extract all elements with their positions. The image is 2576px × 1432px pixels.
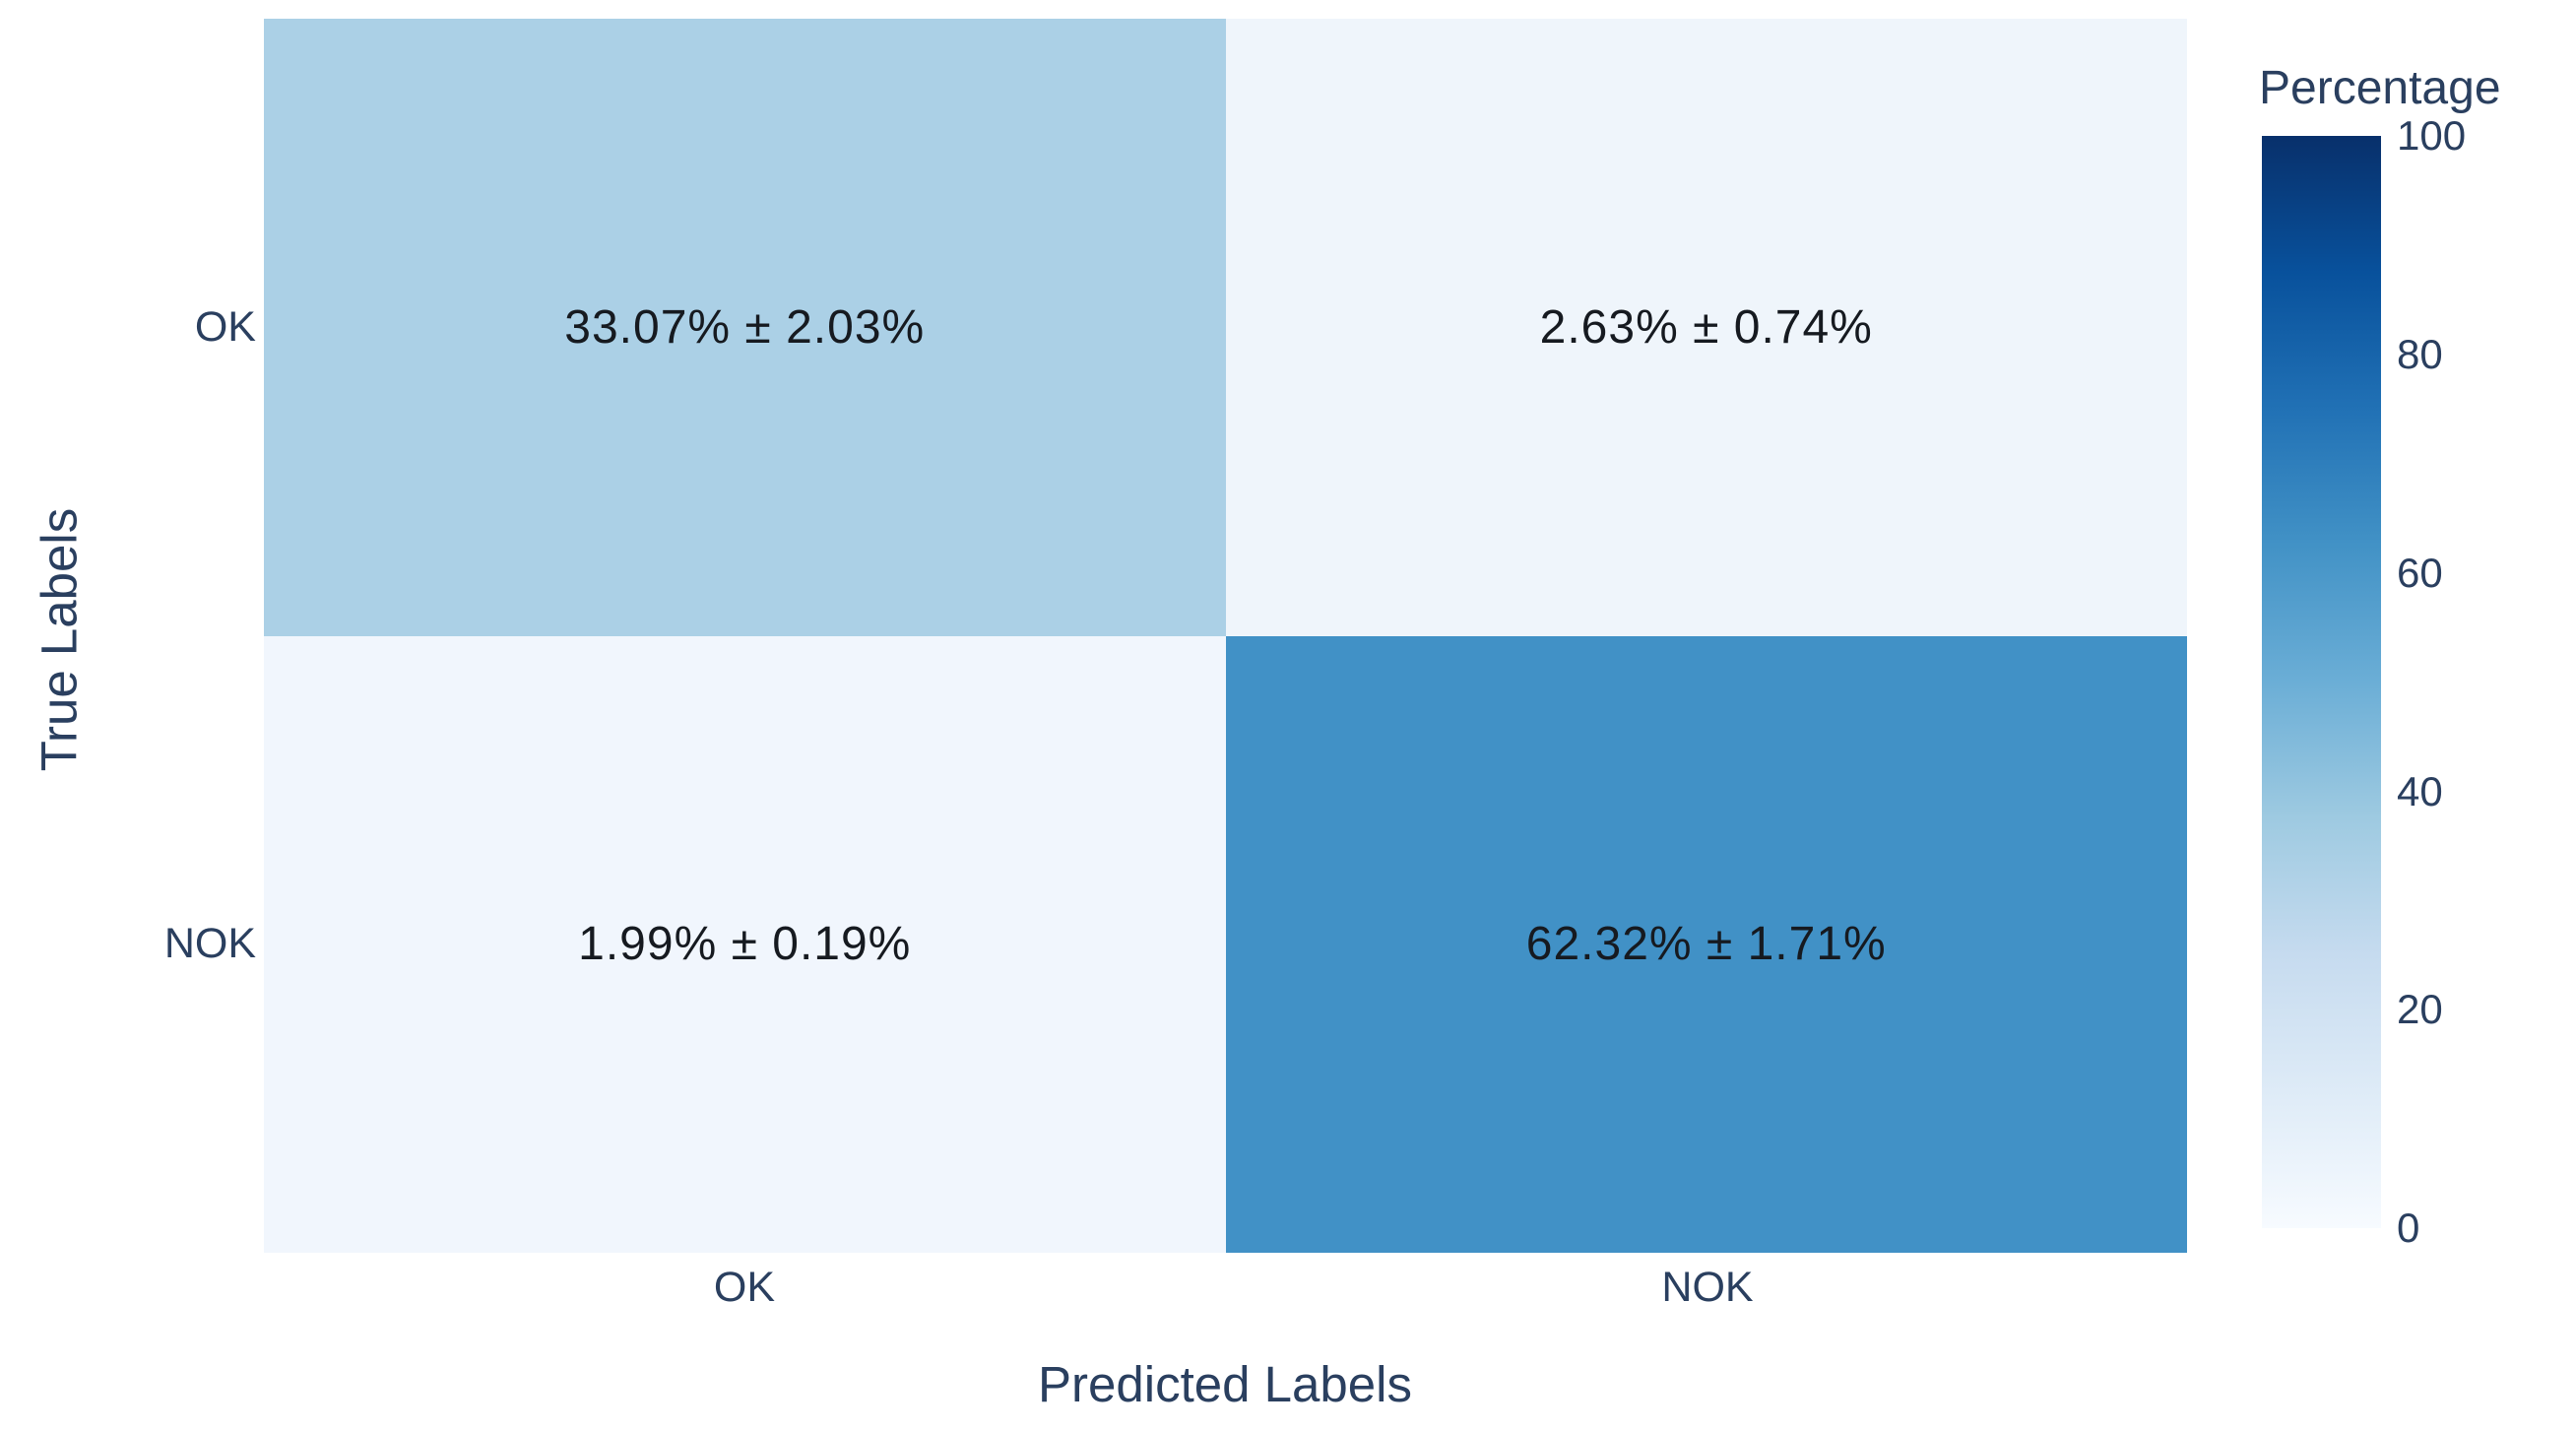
colorbar-tick-0: 0	[2397, 1204, 2420, 1251]
y-tick-label-ok: OK	[194, 303, 256, 351]
colorbar-gradient	[2262, 136, 2381, 1228]
cell-value-label: 33.07% ± 2.03%	[564, 300, 926, 354]
cell-value-label: 1.99% ± 0.19%	[578, 918, 912, 971]
x-tick-label-nok: NOK	[1661, 1264, 1754, 1311]
x-axis-title: Predicted Labels	[1038, 1356, 1412, 1412]
colorbar-title: Percentage	[2259, 62, 2501, 114]
colorbar-tick-20: 20	[2397, 986, 2443, 1032]
heatmap-cell-true-nok-pred-nok: 62.32% ± 1.71%	[1225, 635, 2187, 1253]
cell-value-label: 62.32% ± 1.71%	[1525, 918, 1887, 971]
y-tick-label-nok: NOK	[163, 920, 256, 967]
cell-value-label: 2.63% ± 0.74%	[1539, 300, 1873, 354]
colorbar-tick-60: 60	[2397, 550, 2443, 596]
colorbar-tick-100: 100	[2397, 112, 2467, 159]
colorbar-tick-40: 40	[2397, 768, 2443, 814]
heatmap-cell-true-ok-pred-ok: 33.07% ± 2.03%	[264, 19, 1226, 636]
x-tick-label-ok: OK	[713, 1264, 776, 1311]
heatmap-cell-true-ok-pred-nok: 2.63% ± 0.74%	[1225, 19, 2187, 636]
heatmap-plot-area: 33.07% ± 2.03% 2.63% ± 0.74% 1.99% ± 0.1…	[264, 19, 2187, 1253]
heatmap-cell-true-nok-pred-ok: 1.99% ± 0.19%	[264, 635, 1226, 1253]
colorbar-tick-80: 80	[2397, 331, 2443, 377]
